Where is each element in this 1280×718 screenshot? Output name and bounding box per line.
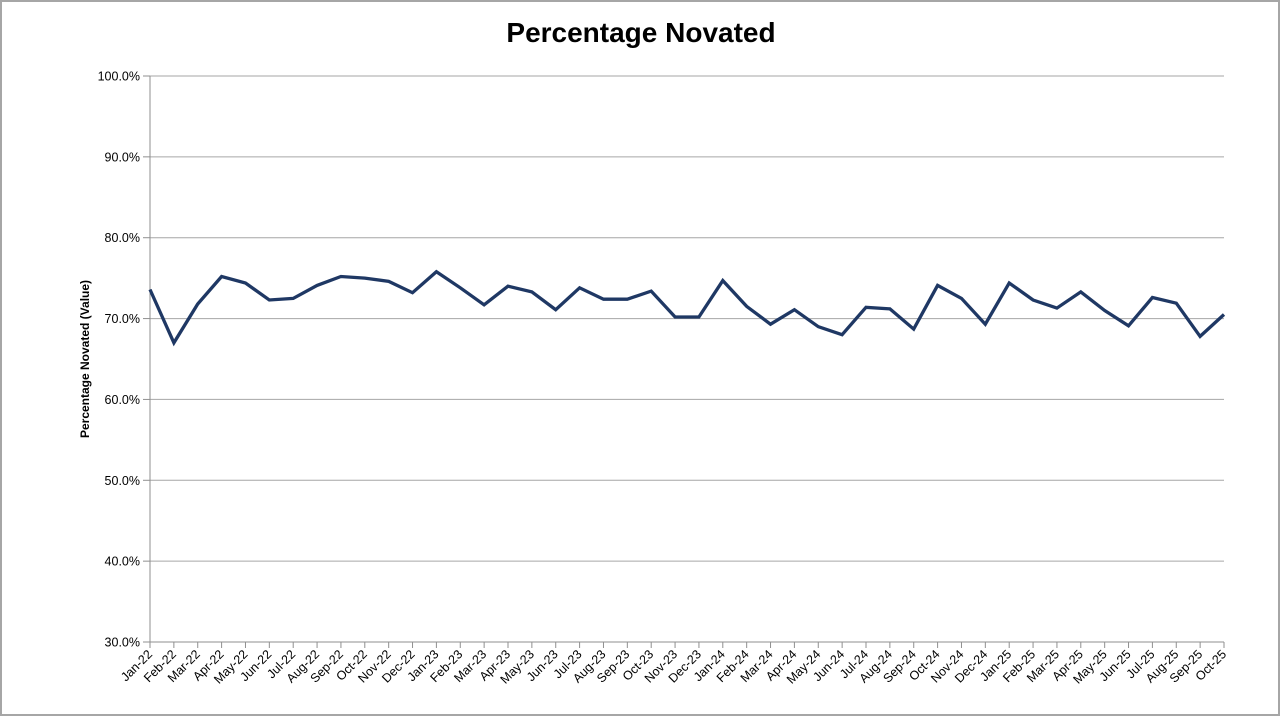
- y-tick-label: 50.0%: [105, 474, 140, 488]
- y-tick-label: 80.0%: [105, 231, 140, 245]
- y-axis-title: Percentage Novated (Value): [78, 280, 92, 438]
- y-tick-label: 30.0%: [105, 636, 140, 650]
- y-tick-label: 40.0%: [105, 555, 140, 569]
- chart-title: Percentage Novated: [506, 17, 775, 48]
- plot-area: 30.0% 40.0% 50.0% 60.0% 70.0% 80.0% 90.0% 100.0…: [98, 70, 1230, 687]
- y-tick-label: 60.0%: [105, 393, 140, 407]
- y-tick-label: 100.0%: [98, 70, 140, 84]
- y-tick-label: 70.0%: [105, 312, 140, 326]
- series-line-percentage-novated: [148, 269, 1226, 347]
- y-tick-label: 90.0%: [105, 150, 140, 164]
